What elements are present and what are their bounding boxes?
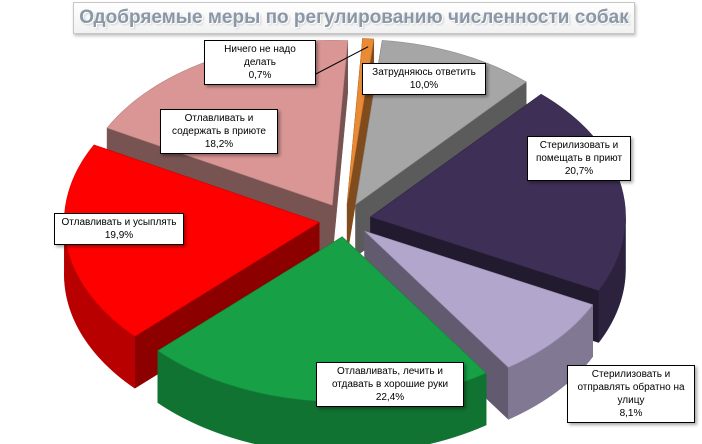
label-sterilize-release-value: 8,1% (619, 408, 643, 419)
label-sterilize-shelter-name: Стерилизовать и помещать в приют (535, 140, 623, 164)
label-do-nothing-value: 0,7% (248, 70, 272, 81)
label-catch-treat-adopt: Отлавливать, лечить и отдавать в хорошие… (316, 362, 464, 407)
label-do-nothing: Ничего не надо делать 0,7% (204, 40, 316, 85)
label-catch-treat-adopt-name: Отлавливать, лечить и отдавать в хорошие… (331, 366, 449, 390)
label-catch-treat-adopt-value: 22,4% (375, 392, 405, 403)
label-hard-to-say-name: Затрудняюсь ответить (372, 67, 476, 78)
chart-title-box: Одобряемые меры по регулированию численн… (73, 2, 635, 34)
label-catch-keep-shelter-name: Отлавливать и содержать в приюте (172, 113, 266, 137)
label-hard-to-say-value: 10,0% (409, 80, 439, 91)
label-catch-euthanize-value: 19,9% (104, 230, 134, 241)
pie-slice-sterilize-release (364, 230, 594, 420)
label-sterilize-release-name: Стерилизовать и отправлять обратно на ул… (577, 369, 685, 406)
label-sterilize-shelter: Стерилизовать и помещать в приют 20,7% (527, 136, 631, 181)
label-catch-euthanize: Отлавливать и усыплять 19,9% (54, 213, 184, 245)
chart-title: Одобряемые меры по регулированию численн… (79, 7, 629, 28)
label-catch-keep-shelter-value: 18,2% (204, 139, 234, 150)
leader-line-do-nothing (311, 46, 369, 77)
label-catch-euthanize-name: Отлавливать и усыплять (61, 217, 177, 228)
label-catch-keep-shelter: Отлавливать и содержать в приюте 18,2% (160, 109, 278, 154)
label-sterilize-shelter-value: 20,7% (564, 166, 594, 177)
label-hard-to-say: Затрудняюсь ответить 10,0% (362, 63, 486, 95)
label-sterilize-release: Стерилизовать и отправлять обратно на ул… (567, 365, 695, 423)
label-do-nothing-name: Ничего не надо делать (224, 44, 296, 68)
